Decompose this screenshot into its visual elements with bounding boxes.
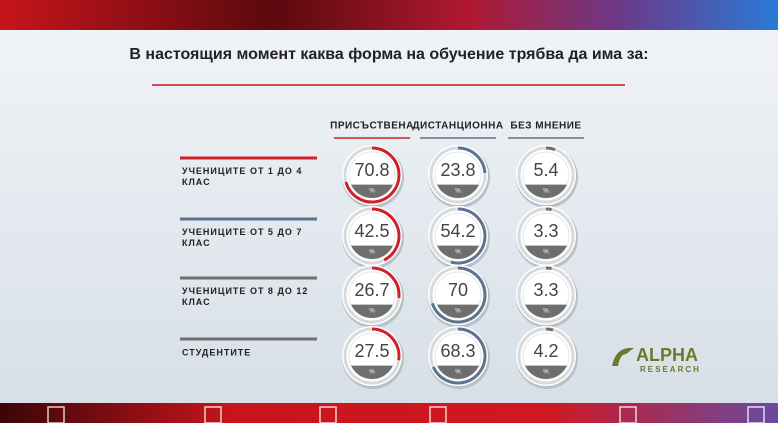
gauge-base xyxy=(525,304,567,318)
unit-label: % xyxy=(369,250,375,256)
value-label: 42.5 xyxy=(354,221,389,241)
row-label: УЧЕНИЦИТЕ ОТ 1 ДО 4 КЛАС xyxy=(182,166,302,187)
gauge-arc xyxy=(371,327,401,361)
gauge-base xyxy=(437,365,479,379)
value-label: 68.3 xyxy=(440,341,475,361)
value-label: 23.8 xyxy=(440,160,475,180)
top-band xyxy=(0,0,778,30)
unit-label: % xyxy=(369,370,375,376)
row-label: УЧЕНИЦИТЕ ОТ 5 ДО 7 КЛАС xyxy=(182,227,302,248)
unit-label: % xyxy=(543,370,549,376)
gauge-arc xyxy=(457,146,487,174)
gauge-base xyxy=(437,184,479,198)
value-label: 4.2 xyxy=(533,341,558,361)
unit-label: % xyxy=(455,309,461,315)
value-label: 3.3 xyxy=(533,280,558,300)
row-label: СТУДЕНТИТЕ xyxy=(182,347,251,357)
gauge-arc xyxy=(450,207,487,265)
unit-label: % xyxy=(369,189,375,195)
legend-label: БЕЗ МНЕНИЕ xyxy=(510,121,581,132)
gauge-arc xyxy=(545,207,552,212)
gauge-arc xyxy=(430,266,487,324)
gauge-base xyxy=(525,184,567,198)
unit-label: % xyxy=(369,309,375,315)
gauge-base xyxy=(351,304,393,318)
value-label: 54.2 xyxy=(440,221,475,241)
chart-title: В настоящия момент каква форма на обучен… xyxy=(129,46,648,63)
band-squares xyxy=(47,406,765,423)
legend-label: ПРИСЪСТВЕНА xyxy=(330,121,414,132)
unit-label: % xyxy=(543,250,549,256)
gauge-arc xyxy=(545,327,554,332)
value-label: 70 xyxy=(448,280,468,300)
value-label: 26.7 xyxy=(354,280,389,300)
bottom-band xyxy=(0,403,778,423)
value-label: 5.4 xyxy=(533,160,558,180)
row-label: УЧЕНИЦИТЕ ОТ 8 ДО 12 КЛАС xyxy=(182,286,308,307)
gauge-arc xyxy=(545,266,552,271)
gauge-base xyxy=(351,184,393,198)
legend-label: ДИСТАНЦИОННА xyxy=(412,121,503,132)
gauge-base xyxy=(351,245,393,259)
value-label: 3.3 xyxy=(533,221,558,241)
unit-label: % xyxy=(455,250,461,256)
gauge-base xyxy=(437,245,479,259)
logo-subtitle: RESEARCH xyxy=(640,365,701,374)
unit-label: % xyxy=(543,189,549,195)
gauge-arc xyxy=(371,266,401,299)
gauge-base xyxy=(525,245,567,259)
logo-mark xyxy=(612,347,634,366)
unit-label: % xyxy=(543,309,549,315)
unit-label: % xyxy=(455,370,461,376)
gauge-base xyxy=(525,365,567,379)
gauge-arc xyxy=(545,146,556,151)
gauge-base xyxy=(437,304,479,318)
unit-label: % xyxy=(455,189,461,195)
logo-name: ALPHA xyxy=(636,345,698,365)
gauge-arc xyxy=(371,207,401,262)
logo: ALPHA RESEARCH xyxy=(612,345,701,374)
value-label: 27.5 xyxy=(354,341,389,361)
gauge-arc xyxy=(431,327,487,385)
gauge-arc xyxy=(344,146,401,204)
value-label: 70.8 xyxy=(354,160,389,180)
gauge-base xyxy=(351,365,393,379)
